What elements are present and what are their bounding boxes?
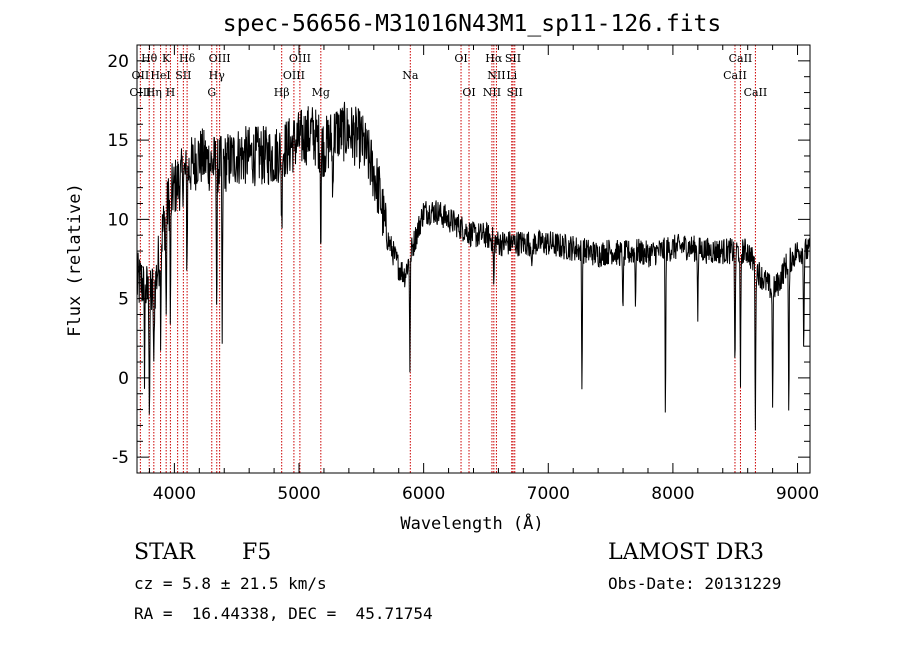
x-tick-label: 6000 xyxy=(402,484,445,504)
line-label: NII xyxy=(487,69,505,82)
line-label: Mg xyxy=(312,86,330,99)
y-axis: -5 0 5 10 15 20 xyxy=(107,44,810,474)
line-label: Hβ xyxy=(274,86,290,99)
y-tick-label: 10 xyxy=(107,210,129,230)
y-tick-label: 5 xyxy=(118,290,129,310)
line-label: CaII xyxy=(729,52,753,65)
line-markers xyxy=(139,45,756,473)
line-label: OI xyxy=(462,86,475,99)
obs-date: Obs-Date: 20131229 xyxy=(608,574,782,593)
line-label: CaII xyxy=(744,86,768,99)
line-label: H xyxy=(166,86,176,99)
ra-dec: RA = 16.44338, DEC = 45.71754 xyxy=(134,604,433,623)
line-label: OI xyxy=(454,52,467,65)
spectrum-line xyxy=(136,101,811,431)
line-label: NII xyxy=(483,86,501,99)
x-tick-label: 7000 xyxy=(527,484,570,504)
y-axis-label: Flux (relative) xyxy=(65,183,85,337)
y-tick-label: 0 xyxy=(118,369,129,389)
y-tick-label: 15 xyxy=(107,131,129,151)
redshift-cz: cz = 5.8 ± 21.5 km/s xyxy=(134,574,327,593)
line-label: OIII xyxy=(209,52,231,65)
line-label: HeI xyxy=(150,69,170,82)
x-tick-label: 5000 xyxy=(277,484,320,504)
x-axis: 4000 5000 6000 7000 8000 9000 xyxy=(148,45,819,504)
line-label: OII xyxy=(132,69,150,82)
line-label: SII xyxy=(507,86,523,99)
y-tick-label: 20 xyxy=(107,52,129,72)
line-label: SII xyxy=(505,52,521,65)
x-axis-label: Wavelength (Å) xyxy=(400,512,543,534)
line-label: SII xyxy=(175,69,191,82)
y-tick-label: -5 xyxy=(112,448,129,468)
line-label: Li xyxy=(506,69,517,82)
line-label: CaII xyxy=(723,69,747,82)
x-tick-label: 9000 xyxy=(776,484,819,504)
line-label: Hθ xyxy=(141,52,158,65)
line-label: Hη xyxy=(146,86,162,99)
line-label: Hα xyxy=(485,52,503,65)
line-label: Hδ xyxy=(179,52,196,65)
survey-name: LAMOST DR3 xyxy=(608,540,764,565)
line-label: Na xyxy=(402,69,419,82)
line-label: K xyxy=(162,52,171,65)
line-label: OIII xyxy=(289,52,311,65)
x-tick-label: 4000 xyxy=(153,484,196,504)
x-tick-label: 8000 xyxy=(651,484,694,504)
object-class: STAR xyxy=(134,540,195,565)
line-label: G xyxy=(207,86,216,99)
line-label: OIII xyxy=(283,69,305,82)
chart-title: spec-56656-M31016N43M1_sp11-126.fits xyxy=(223,11,722,37)
object-subclass: F5 xyxy=(242,540,272,565)
line-label: Hγ xyxy=(209,69,226,82)
